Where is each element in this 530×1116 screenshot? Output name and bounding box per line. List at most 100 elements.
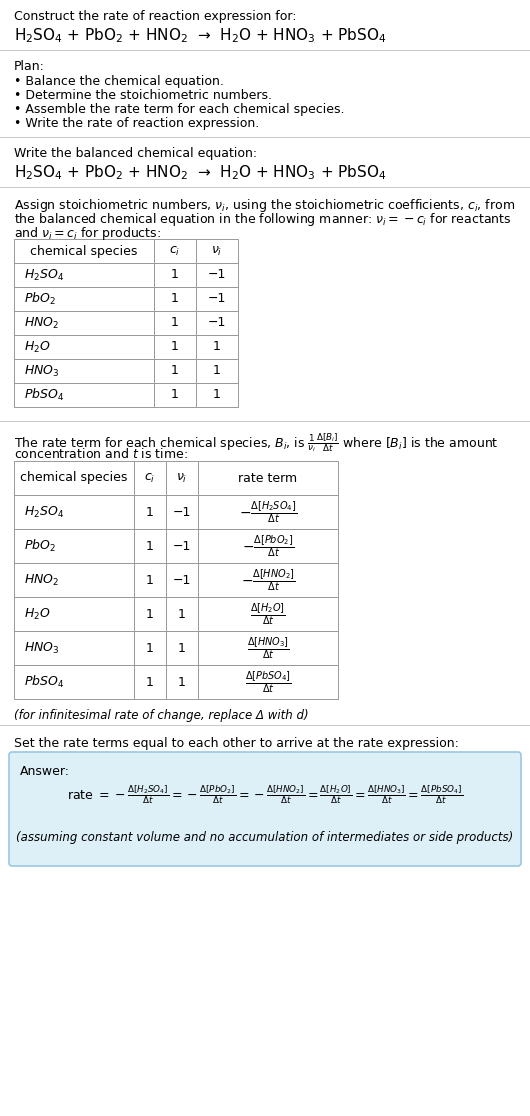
Bar [196, 239, 238, 263]
Bar [166, 597, 198, 631]
Bar [166, 665, 198, 699]
Text: 1: 1 [213, 365, 221, 377]
Text: 1: 1 [146, 675, 154, 689]
Text: 1: 1 [178, 642, 186, 654]
Text: concentration and $t$ is time:: concentration and $t$ is time: [14, 448, 188, 461]
Text: $H_2SO_4$: $H_2SO_4$ [24, 504, 64, 520]
Text: 1: 1 [213, 388, 221, 402]
Text: • Determine the stoichiometric numbers.: • Determine the stoichiometric numbers. [14, 89, 272, 102]
Bar [154, 359, 196, 383]
Bar [134, 496, 166, 529]
Text: $H_2SO_4$: $H_2SO_4$ [24, 268, 64, 282]
Text: and $\nu_i = c_i$ for products:: and $\nu_i = c_i$ for products: [14, 225, 161, 242]
Text: $PbO_2$: $PbO_2$ [24, 291, 56, 307]
Bar [166, 461, 198, 496]
Text: $HNO_3$: $HNO_3$ [24, 641, 59, 655]
Text: 1: 1 [171, 365, 179, 377]
Text: Set the rate terms equal to each other to arrive at the rate expression:: Set the rate terms equal to each other t… [14, 737, 459, 750]
Bar [166, 496, 198, 529]
Bar [198, 665, 338, 699]
Text: (assuming constant volume and no accumulation of intermediates or side products): (assuming constant volume and no accumul… [16, 831, 514, 844]
Text: 1: 1 [213, 340, 221, 354]
Bar [14, 335, 154, 359]
Bar [14, 529, 134, 562]
Text: Construct the rate of reaction expression for:: Construct the rate of reaction expressio… [14, 10, 296, 23]
Text: $\mathregular{H_2SO_4}$ + $\mathregular{PbO_2}$ + $\mathregular{HNO_2}$  →  $\ma: $\mathregular{H_2SO_4}$ + $\mathregular{… [14, 26, 386, 45]
Text: Plan:: Plan: [14, 60, 45, 73]
Text: 1: 1 [178, 675, 186, 689]
Text: 1: 1 [171, 388, 179, 402]
Bar [14, 311, 154, 335]
Bar [14, 665, 134, 699]
Bar [14, 597, 134, 631]
Bar [198, 496, 338, 529]
Text: 1: 1 [146, 642, 154, 654]
Bar [154, 263, 196, 287]
Text: $\nu_i$: $\nu_i$ [211, 244, 223, 258]
Text: $\frac{\Delta[PbSO_4]}{\Delta t}$: $\frac{\Delta[PbSO_4]}{\Delta t}$ [245, 670, 292, 695]
Text: $-\frac{\Delta[H_2SO_4]}{\Delta t}$: $-\frac{\Delta[H_2SO_4]}{\Delta t}$ [239, 499, 297, 525]
Text: $HNO_2$: $HNO_2$ [24, 573, 59, 587]
Text: rate $= -\frac{\Delta[H_2SO_4]}{\Delta t} = -\frac{\Delta[PbO_2]}{\Delta t} = -\: rate $= -\frac{\Delta[H_2SO_4]}{\Delta t… [67, 783, 463, 806]
Text: $PbSO_4$: $PbSO_4$ [24, 674, 64, 690]
Text: $PbO_2$: $PbO_2$ [24, 538, 56, 554]
Bar [14, 287, 154, 311]
Text: 1: 1 [171, 269, 179, 281]
Text: $H_2O$: $H_2O$ [24, 606, 51, 622]
Text: chemical species: chemical species [30, 244, 138, 258]
Bar [154, 311, 196, 335]
Text: (for infinitesimal rate of change, replace Δ with d): (for infinitesimal rate of change, repla… [14, 709, 308, 722]
Bar [14, 239, 154, 263]
Text: Answer:: Answer: [20, 764, 70, 778]
Text: 1: 1 [146, 607, 154, 620]
Text: $c_i$: $c_i$ [170, 244, 181, 258]
Text: Write the balanced chemical equation:: Write the balanced chemical equation: [14, 147, 257, 160]
Bar [154, 383, 196, 407]
Bar [14, 359, 154, 383]
Bar [134, 665, 166, 699]
Text: rate term: rate term [238, 471, 297, 484]
Bar [14, 631, 134, 665]
Text: • Write the rate of reaction expression.: • Write the rate of reaction expression. [14, 117, 259, 129]
Text: Assign stoichiometric numbers, $\nu_i$, using the stoichiometric coefficients, $: Assign stoichiometric numbers, $\nu_i$, … [14, 198, 515, 214]
Bar [14, 562, 134, 597]
Bar [134, 461, 166, 496]
Bar [196, 287, 238, 311]
Text: −1: −1 [173, 506, 191, 519]
Text: −1: −1 [208, 292, 226, 306]
Text: $-\frac{\Delta[HNO_2]}{\Delta t}$: $-\frac{\Delta[HNO_2]}{\Delta t}$ [241, 567, 295, 593]
Text: $-\frac{\Delta[PbO_2]}{\Delta t}$: $-\frac{\Delta[PbO_2]}{\Delta t}$ [242, 533, 294, 559]
Bar [14, 496, 134, 529]
Text: $\mathregular{H_2SO_4}$ + $\mathregular{PbO_2}$ + $\mathregular{HNO_2}$  →  $\ma: $\mathregular{H_2SO_4}$ + $\mathregular{… [14, 163, 386, 182]
Text: $\frac{\Delta[H_2O]}{\Delta t}$: $\frac{\Delta[H_2O]}{\Delta t}$ [250, 602, 286, 627]
Text: 1: 1 [146, 506, 154, 519]
Bar [166, 631, 198, 665]
Bar [196, 311, 238, 335]
Text: $HNO_2$: $HNO_2$ [24, 316, 59, 330]
Bar [198, 631, 338, 665]
Bar [198, 597, 338, 631]
Bar [196, 263, 238, 287]
Bar [154, 335, 196, 359]
Bar [198, 529, 338, 562]
Bar [166, 562, 198, 597]
Bar [198, 562, 338, 597]
Text: 1: 1 [171, 292, 179, 306]
Text: 1: 1 [146, 574, 154, 587]
Text: chemical species: chemical species [20, 471, 128, 484]
Text: $\nu_i$: $\nu_i$ [176, 471, 188, 484]
Bar [196, 335, 238, 359]
Text: $H_2O$: $H_2O$ [24, 339, 51, 355]
FancyBboxPatch shape [9, 752, 521, 866]
Text: 1: 1 [146, 539, 154, 552]
Bar [166, 529, 198, 562]
Bar [134, 562, 166, 597]
Text: 1: 1 [178, 607, 186, 620]
Text: −1: −1 [208, 269, 226, 281]
Bar [14, 383, 154, 407]
Text: $HNO_3$: $HNO_3$ [24, 364, 59, 378]
Text: • Balance the chemical equation.: • Balance the chemical equation. [14, 75, 224, 88]
Text: The rate term for each chemical species, $B_i$, is $\frac{1}{\nu_i}\frac{\Delta[: The rate term for each chemical species,… [14, 431, 499, 454]
Text: $c_i$: $c_i$ [144, 471, 156, 484]
Text: • Assemble the rate term for each chemical species.: • Assemble the rate term for each chemic… [14, 103, 344, 116]
